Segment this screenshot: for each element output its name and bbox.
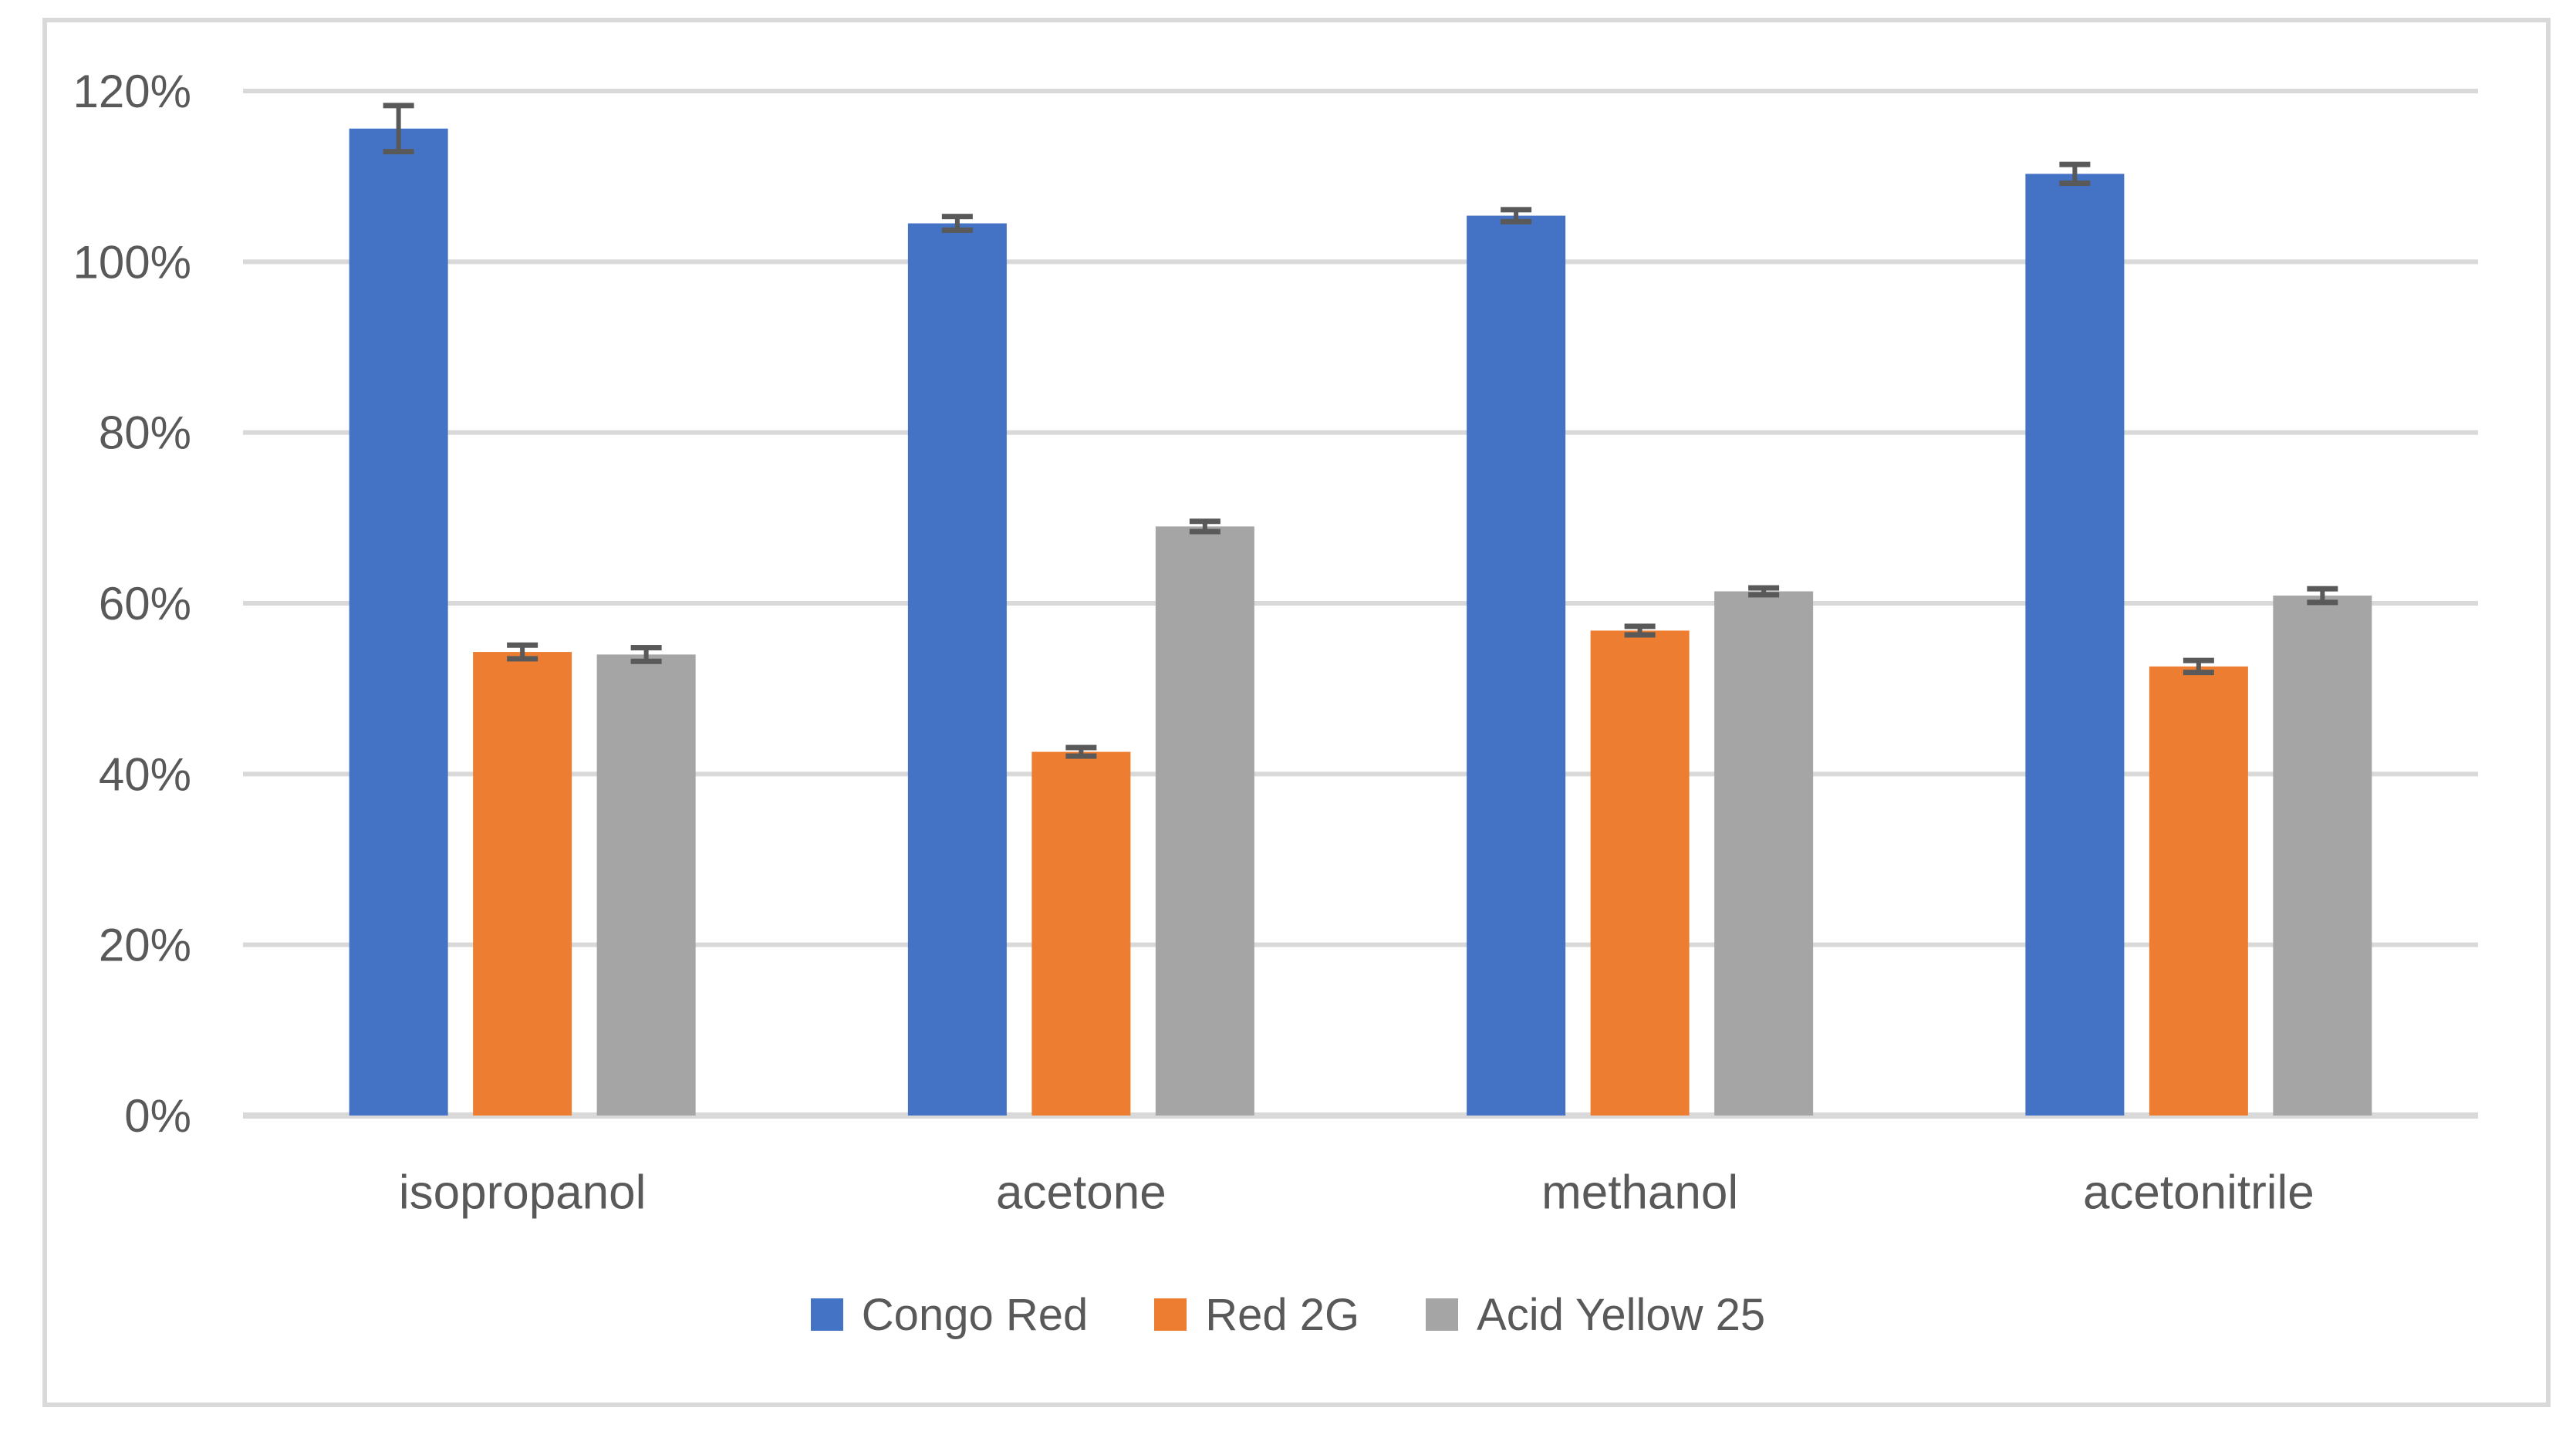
bar-red-2g-methanol [1590, 630, 1690, 1116]
error-bar-cap-top [630, 645, 662, 651]
y-tick-label-0: 0% [124, 1090, 191, 1142]
error-bar-congo-red-methanol [1501, 207, 1532, 224]
error-bar-cap-top [1189, 518, 1220, 525]
error-bar-cap-top [941, 214, 973, 220]
y-tick-label-120: 120% [73, 66, 191, 117]
error-bar-congo-red-acetone [941, 214, 973, 233]
error-bar-line [1514, 209, 1519, 222]
error-bar-cap-bottom [1748, 592, 1780, 598]
error-bar-acid-yellow-25-isopropanol [630, 645, 662, 664]
error-bar-cap-top [383, 103, 414, 109]
bar-red-2g-isopropanol [473, 652, 572, 1116]
legend-label-acid-yellow-25: Acid Yellow 25 [1477, 1289, 1766, 1340]
gridline-120 [243, 89, 2478, 93]
error-bar-congo-red-acetonitrile [2059, 161, 2091, 187]
error-bar-cap-bottom [1501, 218, 1532, 224]
error-bar-cap-top [2307, 586, 2338, 592]
legend-swatch-congo-red [810, 1298, 843, 1331]
chart-legend: Congo Red Red 2G Acid Yellow 25 [0, 1287, 2576, 1342]
error-bar-cap-bottom [2059, 181, 2091, 187]
legend-label-congo-red: Congo Red [861, 1289, 1089, 1340]
bar-congo-red-isopropanol [349, 128, 448, 1116]
y-tick-label-100: 100% [73, 236, 191, 288]
error-bar-cap-bottom [383, 149, 414, 155]
bar-red-2g-acetonitrile [2149, 666, 2248, 1116]
bar-acid-yellow-25-acetonitrile [2273, 596, 2372, 1116]
bar-congo-red-acetone [907, 223, 1007, 1116]
gridline-60 [243, 601, 2478, 606]
x-category-label-acetonitrile: acetonitrile [2083, 1166, 2314, 1220]
x-category-label-methanol: methanol [1541, 1166, 1738, 1220]
error-bar-cap-bottom [2183, 670, 2214, 676]
x-category-label-acetone: acetone [996, 1166, 1166, 1220]
error-bar-red-2g-acetonitrile [2183, 657, 2214, 676]
y-tick-label-80: 80% [99, 407, 191, 459]
error-bar-cap-top [1748, 585, 1780, 591]
error-bar-line [1637, 626, 1642, 635]
x-axis-line [243, 1112, 2478, 1119]
error-bar-line [2072, 164, 2078, 184]
error-bar-cap-top [2183, 657, 2214, 663]
error-bar-acid-yellow-25-acetonitrile [2307, 586, 2338, 606]
legend-item-red-2g: Red 2G [1154, 1289, 1359, 1341]
error-bar-line [643, 647, 649, 662]
legend-swatch-acid-yellow-25 [1426, 1298, 1459, 1331]
error-bar-cap-bottom [1624, 632, 1656, 638]
error-bar-cap-top [507, 642, 538, 648]
error-bar-line [1079, 748, 1084, 757]
error-bar-line [954, 216, 960, 231]
error-bar-line [396, 105, 401, 152]
y-tick-label-40: 40% [99, 748, 191, 800]
error-bar-acid-yellow-25-acetone [1189, 518, 1220, 535]
error-bar-red-2g-acetone [1065, 744, 1097, 759]
error-bar-cap-top [2059, 161, 2091, 167]
error-bar-red-2g-isopropanol [507, 642, 538, 662]
error-bar-line [2196, 660, 2201, 673]
bar-acid-yellow-25-isopropanol [596, 654, 696, 1116]
chart-border [42, 18, 2551, 1407]
gridline-100 [243, 259, 2478, 265]
error-bar-cap-bottom [1065, 753, 1097, 759]
y-tick-label-60: 60% [99, 578, 191, 630]
bar-red-2g-acetone [1031, 751, 1131, 1116]
legend-item-congo-red: Congo Red [810, 1289, 1089, 1341]
gridline-80 [243, 430, 2478, 435]
error-bar-line [1202, 521, 1207, 532]
bar-acid-yellow-25-acetone [1155, 526, 1254, 1116]
bar-congo-red-acetonitrile [2025, 174, 2125, 1116]
error-bar-line [520, 645, 525, 659]
legend-item-acid-yellow-25: Acid Yellow 25 [1426, 1289, 1765, 1341]
error-bar-line [1761, 588, 1767, 595]
error-bar-cap-bottom [2307, 599, 2338, 606]
error-bar-red-2g-methanol [1624, 623, 1656, 638]
error-bar-cap-top [1501, 207, 1532, 213]
gridline-20 [243, 942, 2478, 947]
legend-label-red-2g: Red 2G [1205, 1289, 1360, 1340]
y-tick-label-20: 20% [99, 920, 191, 971]
error-bar-cap-bottom [941, 227, 973, 233]
error-bar-cap-bottom [630, 658, 662, 664]
error-bar-cap-bottom [507, 656, 538, 662]
legend-swatch-red-2g [1154, 1298, 1187, 1331]
gridline-40 [243, 771, 2478, 777]
error-bar-acid-yellow-25-methanol [1748, 585, 1780, 598]
error-bar-line [2320, 589, 2325, 603]
error-bar-congo-red-isopropanol [383, 103, 414, 155]
bar-congo-red-methanol [1467, 215, 1566, 1116]
error-bar-cap-top [1065, 744, 1097, 751]
x-category-label-isopropanol: isopropanol [399, 1166, 647, 1220]
error-bar-cap-bottom [1189, 528, 1220, 535]
error-bar-cap-top [1624, 623, 1656, 630]
bar-acid-yellow-25-methanol [1714, 591, 1814, 1116]
